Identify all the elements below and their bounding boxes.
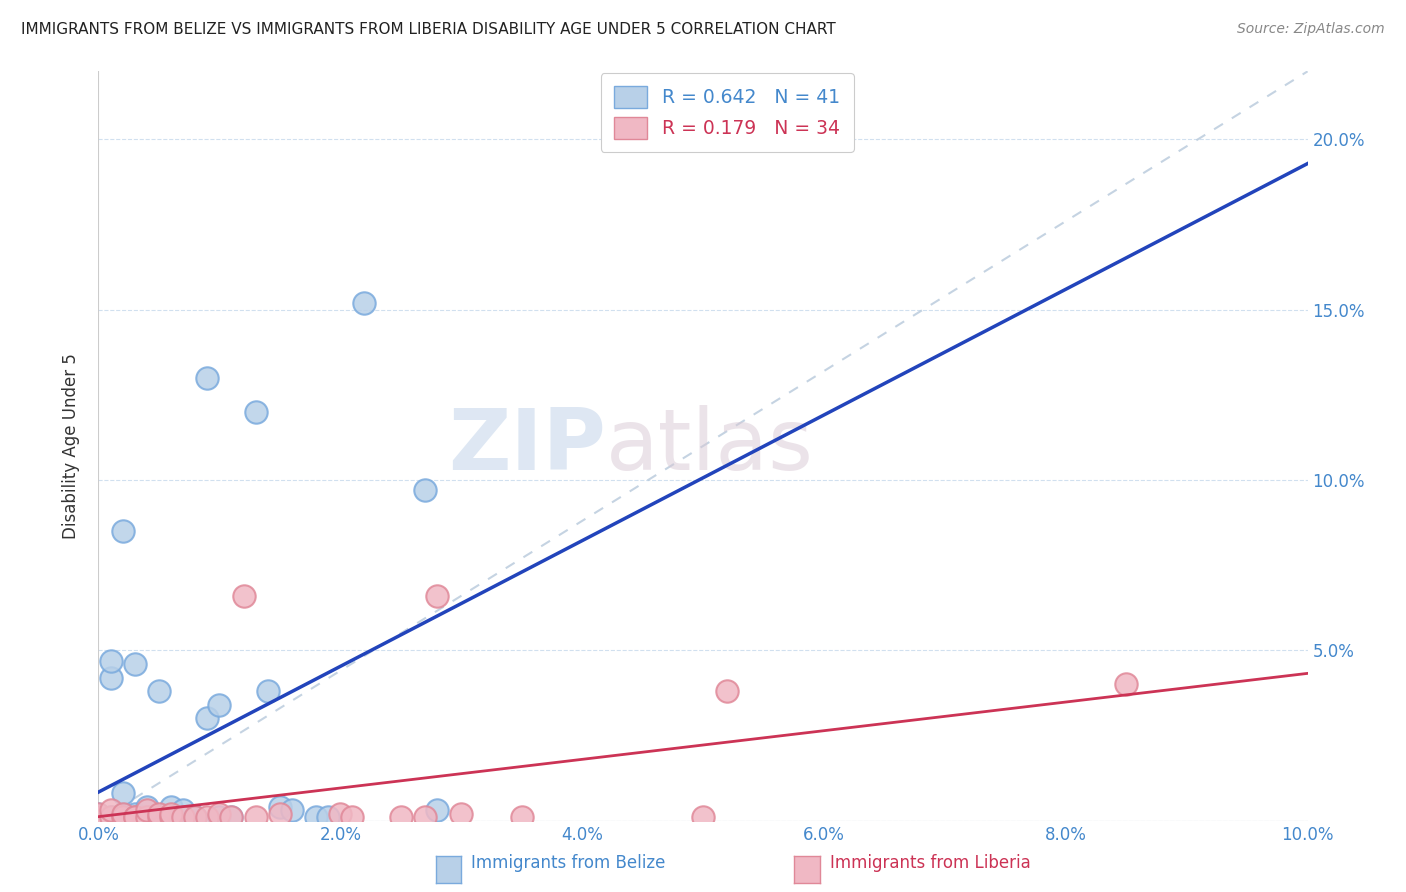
Point [208,806,231,821]
Point [124,657,146,671]
Text: atlas: atlas [606,404,814,488]
Point [100,804,122,818]
Point [329,806,352,821]
Text: Immigrants from Liberia: Immigrants from Liberia [830,855,1031,872]
Point [100,671,122,685]
Point [413,810,436,824]
Point [100,814,122,828]
Point [184,810,207,824]
Point [1115,677,1137,691]
Point [305,810,328,824]
Point [716,684,738,698]
Point [148,806,170,821]
Point [135,810,157,824]
Point [172,810,194,824]
Point [100,654,122,668]
Point [221,810,243,824]
Point [100,810,122,824]
Point [111,786,134,800]
Point [87,814,110,828]
Point [195,810,218,824]
Text: IMMIGRANTS FROM BELIZE VS IMMIGRANTS FROM LIBERIA DISABILITY AGE UNDER 5 CORRELA: IMMIGRANTS FROM BELIZE VS IMMIGRANTS FRO… [21,22,835,37]
Point [195,711,218,725]
Text: ZIP: ZIP [449,404,606,488]
Point [413,483,436,498]
Point [111,810,134,824]
Point [510,810,533,824]
Point [389,810,412,824]
Point [342,810,364,824]
Point [208,698,231,712]
Text: Immigrants from Belize: Immigrants from Belize [471,855,665,872]
Y-axis label: Disability Age Under 5: Disability Age Under 5 [62,353,80,539]
Text: Source: ZipAtlas.com: Source: ZipAtlas.com [1237,22,1385,37]
Point [135,800,157,814]
Point [195,371,218,385]
Point [160,800,183,814]
Point [426,804,449,818]
Point [172,810,194,824]
Point [232,589,254,603]
Point [148,684,170,698]
Point [208,810,231,824]
Point [111,806,134,821]
Point [316,810,339,824]
Point [281,804,304,818]
Point [148,810,170,824]
Point [111,806,134,821]
Point [160,810,183,824]
Point [87,814,110,828]
Point [353,296,375,310]
Point [256,684,278,698]
Point [87,810,110,824]
Point [245,405,267,419]
Point [160,806,183,821]
Point [245,810,267,824]
Point [124,810,146,824]
Point [87,814,110,828]
Point [692,810,714,824]
Point [100,810,122,824]
Point [111,524,134,538]
Point [124,810,146,824]
Point [269,806,291,821]
Point [87,806,110,821]
Point [269,800,291,814]
Point [221,810,243,824]
Point [148,810,170,824]
Point [135,810,157,824]
Point [172,804,194,818]
Point [148,810,170,824]
Legend: R = 0.642   N = 41, R = 0.179   N = 34: R = 0.642 N = 41, R = 0.179 N = 34 [600,73,853,153]
Point [426,589,449,603]
Point [87,814,110,828]
Point [111,810,134,824]
Point [87,810,110,824]
Point [87,810,110,824]
Point [160,810,183,824]
Point [184,810,207,824]
Point [124,810,146,824]
Point [450,806,472,821]
Point [184,810,207,824]
Point [124,806,146,821]
Point [87,806,110,821]
Point [135,804,157,818]
